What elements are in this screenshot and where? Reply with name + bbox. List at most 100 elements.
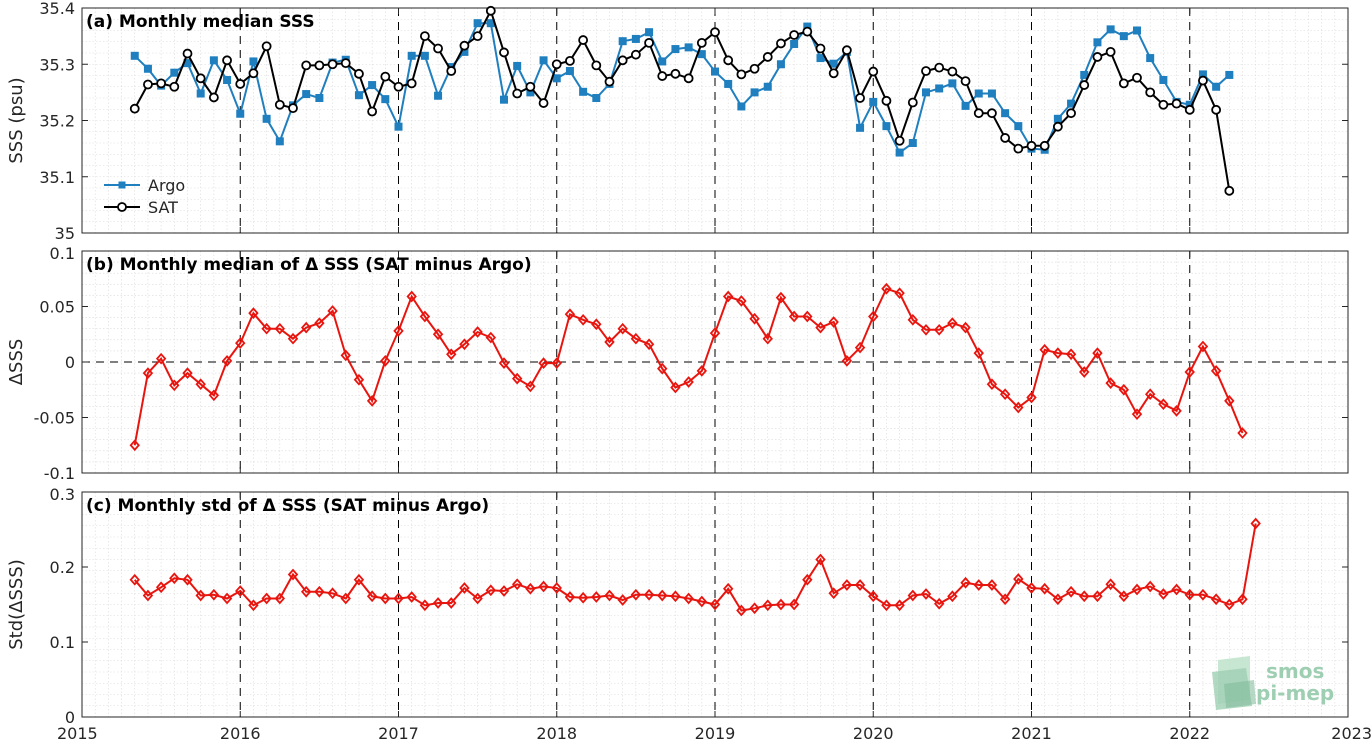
- x-tick-label: 2020: [853, 724, 894, 743]
- data-point: [564, 591, 576, 603]
- legend-marker: [118, 181, 126, 189]
- data-point: [129, 439, 140, 452]
- data-point: [816, 54, 825, 63]
- data-point: [1131, 583, 1143, 596]
- data-point: [1212, 82, 1221, 91]
- x-tick-label: 2019: [695, 724, 736, 743]
- data-point: [1158, 99, 1169, 110]
- data-point: [763, 82, 772, 91]
- data-point: [485, 331, 497, 344]
- data-point: [459, 582, 470, 594]
- data-point: [182, 573, 193, 586]
- data-point: [538, 357, 549, 369]
- panel-b: -0.1 -0.05 0 0.05 0.1 ΔSSS (b) Monthly median …: [6, 244, 1349, 483]
- data-point: [986, 378, 998, 391]
- data-point: [868, 310, 879, 323]
- legend-marker: [117, 202, 127, 212]
- data-point: [1065, 585, 1077, 598]
- data-point: [1013, 401, 1024, 414]
- data-point: [947, 66, 958, 77]
- data-point: [671, 45, 680, 54]
- data-point: [315, 94, 324, 102]
- data-point: [1158, 588, 1169, 600]
- data-point: [684, 43, 693, 52]
- data-point: [934, 62, 945, 73]
- data-point: [366, 590, 378, 603]
- data-point: [1145, 87, 1156, 98]
- data-point: [236, 109, 245, 118]
- data-point: [829, 59, 838, 68]
- data-point: [973, 579, 984, 591]
- data-point: [261, 41, 272, 52]
- y-tick-label: 35.1: [39, 168, 75, 187]
- series-delta: [129, 282, 1248, 452]
- data-point: [578, 35, 589, 45]
- data-point: [762, 332, 773, 345]
- data-point: [274, 322, 286, 335]
- data-point: [828, 68, 839, 79]
- data-point: [856, 123, 865, 132]
- data-point: [815, 553, 826, 566]
- data-point: [631, 34, 640, 43]
- data-point: [1106, 25, 1115, 34]
- data-point: [249, 57, 258, 66]
- x-tick-label: 2017: [378, 724, 419, 743]
- data-point: [604, 76, 615, 87]
- data-point: [327, 587, 338, 600]
- logo-text-line1: smos: [1266, 659, 1324, 683]
- data-point: [1039, 140, 1050, 151]
- data-point: [961, 101, 970, 110]
- data-point: [1184, 588, 1195, 601]
- data-point: [776, 38, 786, 49]
- data-point: [434, 91, 443, 100]
- data-point: [948, 79, 957, 88]
- data-point: [287, 568, 299, 581]
- logo-shape: [1224, 680, 1256, 708]
- data-point: [1225, 70, 1234, 79]
- data-point: [750, 88, 759, 97]
- data-point: [551, 582, 562, 594]
- data-point: [736, 295, 747, 307]
- data-point: [1184, 366, 1195, 378]
- data-point: [762, 52, 773, 62]
- x-tick-label: 2022: [1169, 724, 1210, 743]
- data-point: [340, 349, 351, 362]
- data-point: [327, 59, 338, 70]
- data-point: [881, 599, 892, 612]
- data-point: [195, 378, 206, 391]
- data-point: [1197, 340, 1209, 353]
- y-tick-label: 35.3: [39, 55, 75, 74]
- data-point: [841, 355, 853, 367]
- data-point: [300, 585, 312, 598]
- data-point: [380, 355, 391, 367]
- data-point: [511, 372, 523, 385]
- data-point: [788, 310, 800, 323]
- data-point: [169, 572, 180, 585]
- data-point: [683, 592, 694, 605]
- data-point: [710, 27, 720, 38]
- y-tick-label: 35.4: [39, 0, 75, 18]
- logo-text-line2: pi-mep: [1256, 681, 1334, 705]
- data-point: [1014, 122, 1023, 131]
- data-point: [143, 79, 153, 90]
- data-point: [670, 590, 681, 603]
- data-point: [644, 37, 654, 48]
- data-point: [579, 87, 588, 96]
- panel-a: 35 35.1 35.2 35.3 35.4 SSS (psu) (a) Monthly m…: [6, 0, 1349, 243]
- data-point: [1080, 70, 1089, 79]
- data-point: [551, 59, 562, 70]
- x-tick-label: 2016: [220, 724, 261, 743]
- data-point: [511, 578, 523, 591]
- data-point: [776, 60, 785, 69]
- data-point: [353, 573, 365, 586]
- data-point: [498, 585, 510, 597]
- data-point: [709, 327, 721, 339]
- panel-title: (b) Monthly median of Δ SSS (SAT minus A…: [86, 255, 532, 275]
- data-point: [1039, 343, 1050, 356]
- data-point: [736, 69, 747, 80]
- data-point: [617, 322, 628, 335]
- series-delta: [129, 517, 1261, 617]
- data-point: [394, 122, 403, 131]
- data-point: [208, 92, 219, 103]
